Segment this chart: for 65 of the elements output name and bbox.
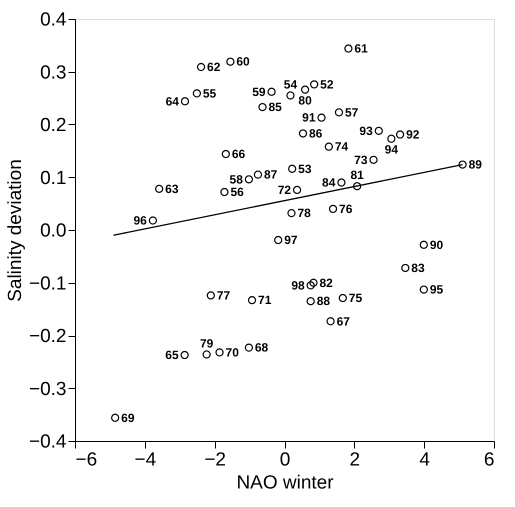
y-tick-label: −0.4 — [28, 432, 67, 452]
annotation: 97 — [284, 233, 298, 248]
y-tick-label: 0.1 — [40, 168, 66, 189]
annotation: 68 — [254, 340, 269, 355]
x-tick-label: 6 — [484, 450, 494, 470]
annotation: 94 — [384, 142, 398, 157]
annotation: 84 — [322, 176, 336, 190]
annotation: 71 — [258, 293, 272, 308]
annotation: 90 — [430, 238, 444, 252]
annotation: 86 — [309, 126, 323, 140]
y-tick-label: −0.2 — [28, 326, 66, 347]
annotation: 69 — [121, 410, 135, 425]
annotation: 62 — [207, 60, 221, 74]
annotation: 53 — [298, 162, 312, 176]
annotation: 82 — [319, 276, 334, 290]
annotation: 73 — [354, 152, 368, 167]
annotation: 91 — [302, 110, 316, 125]
y-tick-label: 0.0 — [40, 220, 66, 242]
y-tick-label: 0.4 — [40, 10, 67, 30]
annotation: 63 — [165, 182, 179, 196]
annotation: 93 — [359, 124, 374, 138]
annotation: 60 — [236, 54, 250, 69]
annotation: 92 — [406, 128, 420, 142]
annotation: 96 — [134, 214, 148, 228]
annotation: 66 — [232, 147, 246, 162]
annotation: 76 — [339, 202, 353, 216]
annotation: 64 — [166, 94, 180, 108]
x-tick-label: −2 — [204, 450, 226, 470]
annotation: 75 — [348, 291, 362, 306]
x-tick-label: 4 — [419, 450, 430, 470]
annotation: 77 — [216, 288, 230, 302]
annotation: 79 — [200, 336, 214, 350]
annotation: 85 — [268, 100, 282, 114]
annotation: 56 — [230, 185, 244, 200]
annotation: 52 — [320, 77, 334, 92]
annotation: 88 — [316, 294, 330, 308]
x-tick-label: 0 — [280, 450, 290, 470]
y-tick-label: −0.3 — [28, 378, 66, 400]
x-tick-label: −4 — [134, 450, 157, 470]
annotation: 72 — [278, 182, 292, 197]
annotation: 55 — [202, 86, 217, 100]
y-tick-label: 0.3 — [40, 62, 66, 84]
annotation: 65 — [165, 348, 179, 362]
annotation: 83 — [411, 260, 425, 275]
annotation: 57 — [344, 105, 359, 120]
annotation: 67 — [336, 314, 350, 328]
x-tick-label: 2 — [350, 450, 360, 470]
y-tick-label: 0.2 — [40, 115, 66, 136]
annotation: 81 — [350, 168, 364, 182]
annotation: 78 — [297, 206, 312, 220]
annotation: 54 — [284, 77, 298, 92]
y-tick-label: −0.1 — [28, 273, 66, 294]
x-axis-title: NAO winter — [236, 472, 334, 494]
x-tick-label: −6 — [76, 450, 98, 470]
annotation: 80 — [298, 94, 312, 108]
annotation: 87 — [264, 168, 278, 182]
annotation: 59 — [252, 84, 266, 99]
annotation: 98 — [291, 278, 305, 292]
annotation: 95 — [430, 282, 444, 297]
annotation: 70 — [226, 345, 240, 360]
annotation: 61 — [354, 42, 368, 56]
annotation: 74 — [334, 140, 349, 154]
y-axis-title: Salinity deviation — [4, 159, 26, 302]
annotation: 89 — [468, 158, 482, 172]
annotation: 58 — [230, 172, 244, 186]
